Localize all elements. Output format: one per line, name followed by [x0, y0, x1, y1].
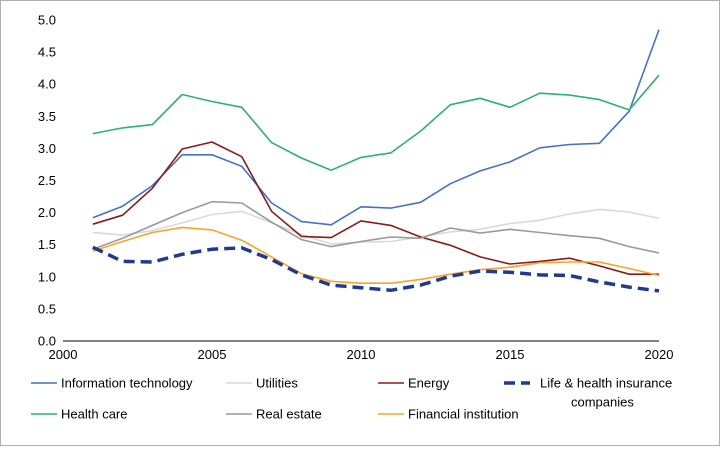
series-line-real-estate — [92, 200, 660, 254]
y-tick-label: 5.0 — [38, 13, 56, 28]
y-tick-label: 3.5 — [38, 109, 56, 124]
legend: Information technology Utilities Energy Lif… — [31, 376, 672, 422]
y-tick-label: 0.5 — [38, 301, 56, 316]
series-line-energy — [92, 141, 659, 276]
series-line-information-technology — [92, 29, 660, 226]
legend-label-health-care: Health care — [61, 407, 127, 422]
y-tick-label: 1.0 — [38, 269, 56, 284]
legend-label-life-health-insurance-companies: Life & health insurance companies — [540, 376, 672, 410]
y-tick-label: 2.5 — [38, 173, 56, 188]
series-line-financial-institution — [92, 226, 660, 285]
legend-label-information-technology: Information technology — [61, 376, 193, 391]
y-tick-label: 4.0 — [38, 77, 56, 92]
y-tick-label: 4.5 — [38, 45, 56, 60]
series-line-life-health-insurance-companies — [92, 245, 660, 293]
y-tick-label: 2.0 — [38, 205, 56, 220]
plot-lines — [92, 29, 660, 293]
x-tick-label: 2010 — [347, 347, 376, 362]
x-tick-labels: 2000 2005 2010 2015 2020 — [49, 347, 674, 362]
y-tick-labels: 0.0 0.5 1.0 1.5 2.0 2.5 3.0 3.5 4.0 4.5 5.0 — [38, 13, 56, 349]
y-tick-label: 3.0 — [38, 141, 56, 156]
series-line-utilities — [92, 208, 660, 245]
x-tick-label: 2020 — [645, 347, 674, 362]
series-line-health-care — [92, 74, 660, 171]
legend-label-energy: Energy — [408, 376, 450, 391]
x-tick-label: 2005 — [198, 347, 227, 362]
legend-label-financial-institution: Financial institution — [408, 407, 519, 422]
x-tick-label: 2015 — [496, 347, 525, 362]
y-tick-label: 0.0 — [38, 334, 56, 349]
x-tick-label: 2000 — [49, 347, 78, 362]
legend-label-real-estate: Real estate — [256, 407, 322, 422]
legend-label-utilities: Utilities — [256, 376, 298, 391]
y-tick-label: 1.5 — [38, 237, 56, 252]
